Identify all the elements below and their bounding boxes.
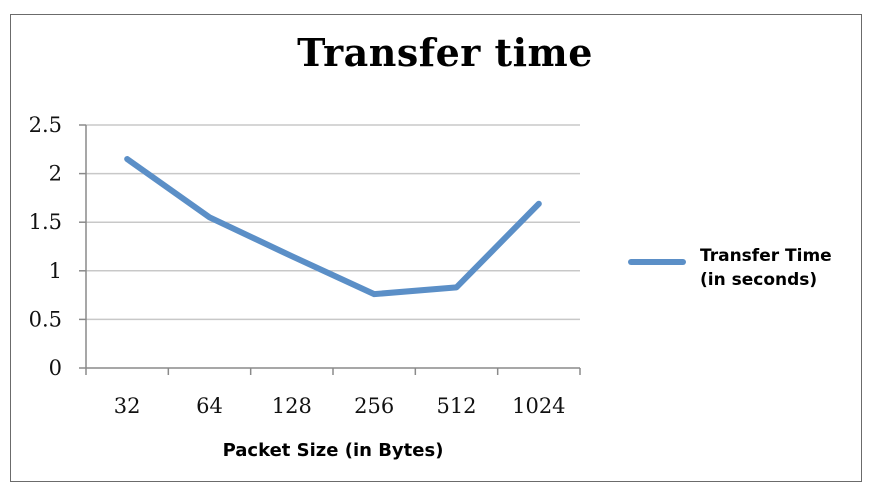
y-tick-label: 0	[49, 356, 62, 380]
x-axis-title: Packet Size (in Bytes)	[223, 440, 444, 461]
y-tick-label: 1.5	[29, 210, 62, 234]
y-tick-labels: 0 0.5 1 1.5 2 2.5	[29, 113, 62, 380]
x-tick-labels: 32 64 128 256 512 1024	[114, 394, 566, 418]
x-tick-label: 1024	[512, 394, 565, 418]
axes	[79, 124, 581, 375]
x-tick-label: 256	[354, 394, 394, 418]
y-tick-label: 0.5	[29, 307, 62, 331]
y-tick-label: 2.5	[29, 113, 62, 137]
x-tick-label: 128	[272, 394, 312, 418]
chart-title: Transfer time	[297, 30, 593, 75]
y-tick-label: 2	[49, 162, 62, 186]
gridlines	[86, 124, 580, 321]
chart-frame	[10, 14, 862, 482]
series-lines	[124, 156, 542, 298]
x-tick-label: 32	[114, 394, 141, 418]
x-tick-label: 64	[196, 394, 223, 418]
y-tick-label: 1	[49, 259, 62, 283]
legend-swatch	[628, 259, 686, 265]
x-tick-label: 512	[436, 394, 476, 418]
series-line	[124, 156, 542, 298]
legend: Transfer Time (in seconds)	[628, 244, 858, 304]
legend-label: Transfer Time (in seconds)	[700, 246, 832, 290]
